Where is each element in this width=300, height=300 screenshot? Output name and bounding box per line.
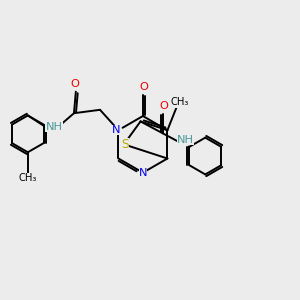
Text: N: N — [112, 124, 121, 135]
Text: CH₃: CH₃ — [171, 98, 189, 107]
Text: O: O — [139, 82, 148, 92]
Text: S: S — [122, 138, 129, 151]
Text: CH₃: CH₃ — [19, 173, 37, 183]
Text: N: N — [139, 169, 147, 178]
Text: O: O — [159, 101, 168, 111]
Text: NH: NH — [177, 135, 194, 145]
Text: NH: NH — [46, 122, 63, 131]
Text: O: O — [70, 79, 79, 89]
